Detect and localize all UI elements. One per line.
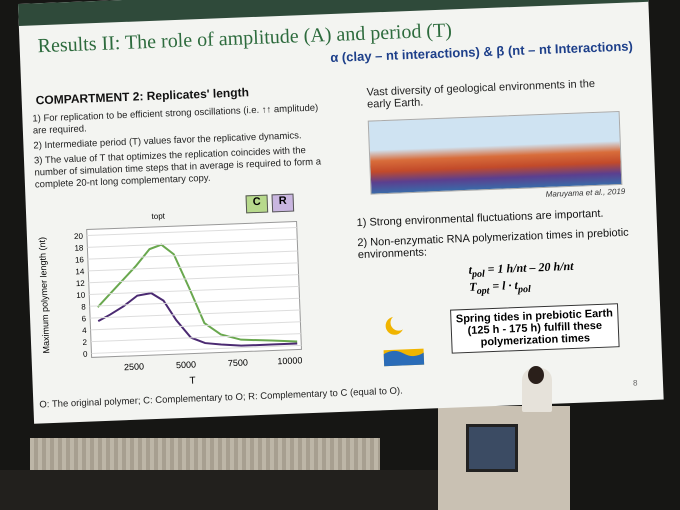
finding: 1) Strong environmental fluctuations are… (356, 207, 604, 230)
y-tick-label: 6 (82, 314, 87, 323)
grid-line (90, 333, 301, 343)
y-tick-label: 12 (76, 279, 86, 288)
x-tick-label: 2500 (124, 361, 144, 372)
formula-sub: pol (471, 268, 486, 281)
podium-screen (466, 424, 518, 472)
y-tick-label: 0 (83, 350, 88, 359)
grid-line (87, 250, 298, 260)
grid-line (91, 344, 302, 354)
grid-line (90, 321, 301, 331)
y-tick-label: 20 (74, 232, 84, 241)
y-tick-label: 18 (74, 243, 84, 252)
icons (383, 314, 425, 367)
slide: Results II: The role of amplitude (A) an… (18, 0, 664, 424)
audience (0, 470, 440, 510)
caption: Vast diversity of geological environment… (366, 77, 596, 111)
y-tick-label: 4 (82, 326, 87, 335)
grid-line (90, 309, 300, 319)
x-tick-label: 10000 (277, 355, 302, 366)
y-label: Maximum polymer length (nt) (37, 237, 51, 354)
callout: Spring tides in prebiotic Earth (125 h -… (450, 303, 620, 354)
x-tick-label: 5000 (176, 359, 196, 370)
y-tick-label: 16 (75, 255, 85, 264)
y-tick-label: 14 (75, 267, 85, 276)
credit: Maruyama et al., 2019 (545, 186, 626, 199)
grid-line (89, 285, 300, 295)
grid-line (87, 238, 298, 248)
formula-sub: pol (517, 284, 531, 296)
grid-line (86, 226, 297, 237)
speaker-head (528, 366, 544, 384)
formula-rest: = l · t (492, 278, 519, 294)
formula-sub: opt (476, 285, 490, 298)
grid-line (89, 297, 300, 307)
y-tick-label: 8 (81, 302, 86, 311)
y-tick-label: 2 (82, 338, 87, 347)
y-tick-label: 10 (76, 291, 86, 300)
formulas: tpol = 1 h/nt – 20 h/nt Topt = l · tpol (468, 259, 574, 298)
title-band (18, 0, 649, 26)
page-number: 8 (632, 378, 638, 388)
marker-label: topt (151, 211, 165, 221)
grid-line (88, 274, 299, 284)
grid-line (88, 262, 299, 272)
geology-figure (367, 110, 623, 195)
plot: Maximum polymer length (nt) T topt 0 2 4 6 8… (37, 211, 303, 386)
finding: 2) Non-enzymatic RNA polymerization time… (357, 226, 629, 262)
point: 3) The value of T that optimizes the rep… (33, 145, 322, 191)
x-label: T (189, 375, 196, 386)
formula: Topt = l · tpol (469, 276, 575, 297)
x-tick-label: 7500 (228, 357, 248, 368)
points: 1) For replication to be efficient stron… (32, 102, 335, 194)
section-heading: COMPARTMENT 2: Replicates' length (35, 85, 250, 108)
formula-rest: = 1 h/nt – 20 h/nt (487, 258, 574, 277)
findings: 1) Strong environmental fluctuations are… (356, 206, 638, 269)
